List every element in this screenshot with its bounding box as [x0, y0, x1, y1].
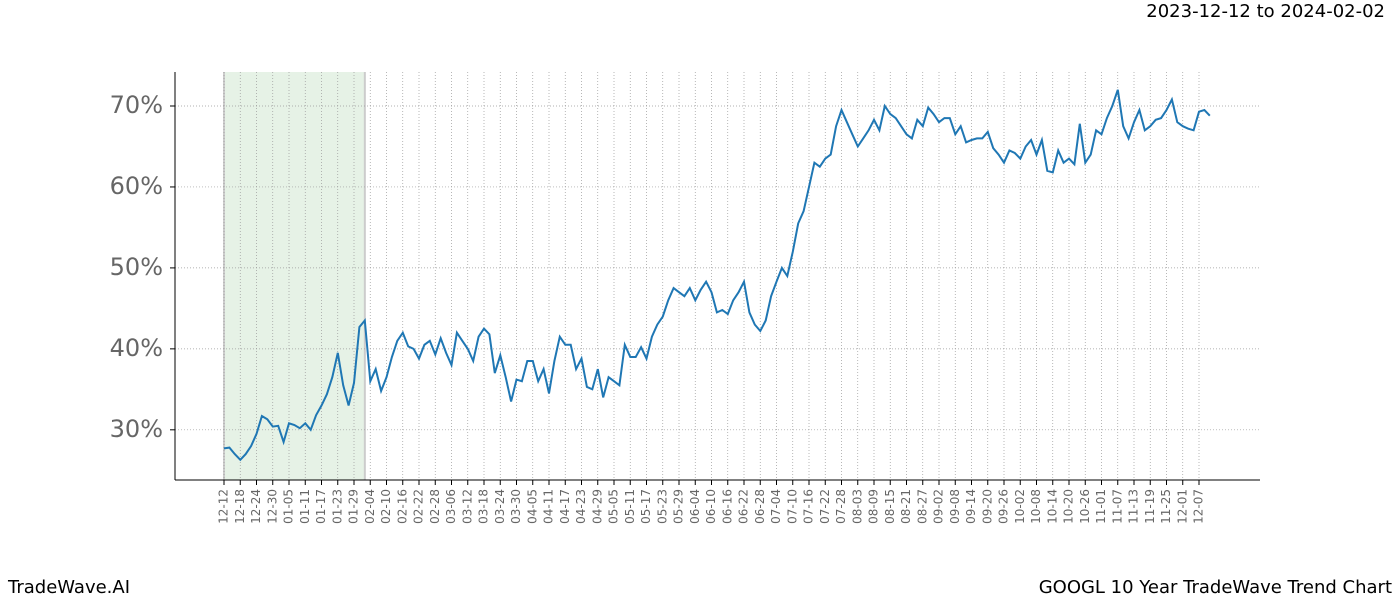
y-tick-label: 30%: [110, 415, 163, 443]
x-tick-label: 01-29: [347, 489, 361, 524]
x-tick-label: 03-18: [477, 489, 491, 524]
y-tick-label: 60%: [110, 172, 163, 200]
x-tick-label: 10-14: [1045, 489, 1059, 524]
x-tick-label: 01-17: [314, 489, 328, 524]
y-tick-label: 70%: [110, 91, 163, 119]
x-tick-label: 05-05: [607, 489, 621, 524]
x-tick-label: 01-11: [298, 489, 312, 524]
x-tick-label: 08-03: [850, 489, 864, 524]
x-tick-label: 06-16: [720, 489, 734, 524]
x-tick-label: 11-13: [1127, 489, 1141, 524]
x-tick-label: 06-22: [737, 489, 751, 524]
x-tick-label: 02-16: [395, 489, 409, 524]
x-tick-label: 12-01: [1175, 489, 1189, 524]
x-tick-label: 02-22: [412, 489, 426, 524]
x-tick-label: 09-26: [997, 489, 1011, 524]
x-tick-label: 04-29: [590, 489, 604, 524]
trend-line: [223, 89, 1211, 462]
x-tick-label: 04-11: [542, 489, 556, 524]
x-tick-label: 03-30: [509, 489, 523, 524]
x-tick-label: 04-23: [574, 489, 588, 524]
x-tick-label: 12-07: [1192, 489, 1206, 524]
x-tick-label: 05-23: [655, 489, 669, 524]
x-tick-label: 09-08: [948, 489, 962, 524]
x-tick-label: 03-12: [460, 489, 474, 524]
x-tick-label: 02-28: [428, 489, 442, 524]
x-tick-label: 08-15: [883, 489, 897, 524]
x-tick-label: 05-17: [639, 489, 653, 524]
x-tick-label: 10-02: [1013, 489, 1027, 524]
highlight-band: [224, 72, 365, 480]
x-tick-label: 09-14: [964, 489, 978, 524]
y-tick-label: 50%: [110, 253, 163, 281]
x-tick-label: 03-06: [444, 489, 458, 524]
x-tick-label: 04-17: [558, 489, 572, 524]
x-tick-label: 11-07: [1110, 489, 1124, 524]
x-tick-label: 11-01: [1094, 489, 1108, 524]
x-tick-label: 04-05: [525, 489, 539, 524]
x-tick-label: 07-16: [802, 489, 816, 524]
x-tick-label: 01-05: [282, 489, 296, 524]
x-tick-label: 08-27: [915, 489, 929, 524]
x-tick-label: 10-08: [1029, 489, 1043, 524]
x-tick-label: 10-26: [1078, 489, 1092, 524]
x-tick-label: 08-09: [867, 489, 881, 524]
x-tick-label: 02-04: [363, 489, 377, 524]
brand: TradeWave.AI: [7, 577, 130, 598]
x-tick-label: 07-22: [818, 489, 832, 524]
x-tick-label: 11-19: [1143, 489, 1157, 524]
x-tick-label: 06-04: [688, 489, 702, 524]
caption: GOOGL 10 Year TradeWave Trend Chart: [1039, 577, 1392, 598]
x-tick-label: 05-29: [672, 489, 686, 524]
x-tick-label: 03-24: [493, 489, 507, 524]
x-tick-label: 10-20: [1062, 489, 1076, 524]
x-tick-label: 09-02: [932, 489, 946, 524]
x-tick-label: 11-25: [1159, 489, 1173, 524]
x-tick-label: 09-20: [980, 489, 994, 524]
x-tick-label: 07-28: [834, 489, 848, 524]
y-tick-label: 40%: [110, 334, 163, 362]
x-tick-label: 12-12: [217, 489, 231, 524]
x-tick-label: 12-30: [265, 489, 279, 524]
x-tick-label: 07-04: [769, 489, 783, 524]
date-range: 2023-12-12 to 2024-02-02: [1146, 1, 1385, 22]
x-tick-label: 12-18: [233, 489, 247, 524]
x-tick-label: 08-21: [899, 489, 913, 524]
x-tick-label: 01-23: [330, 489, 344, 524]
x-tick-label: 02-10: [379, 489, 393, 524]
x-tick-label: 07-10: [785, 489, 799, 524]
x-tick-label: 06-10: [704, 489, 718, 524]
x-tick-label: 06-28: [753, 489, 767, 524]
x-tick-label: 12-24: [249, 489, 263, 524]
x-tick-label: 05-11: [623, 489, 637, 524]
